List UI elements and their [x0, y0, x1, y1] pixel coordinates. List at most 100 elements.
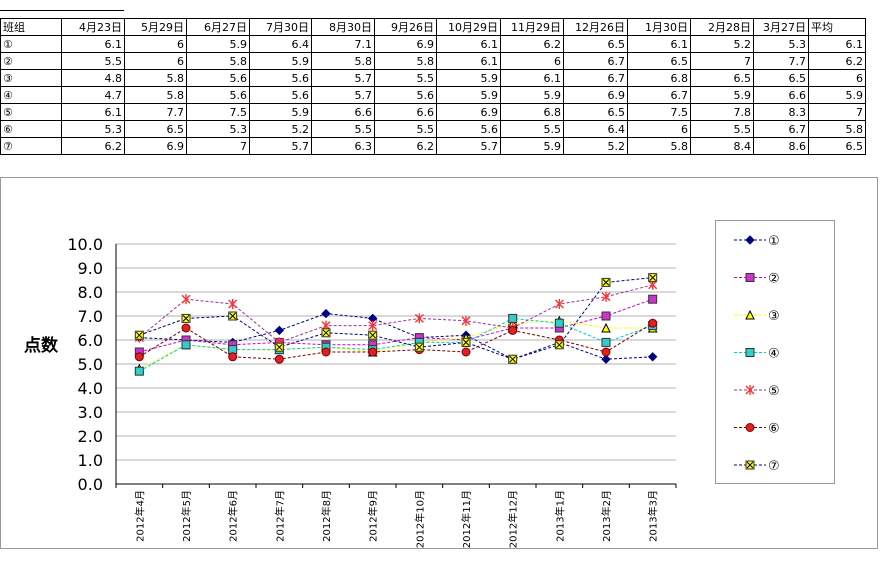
table-cell: 5.9	[500, 86, 564, 104]
x-tick-label: 2012年5月	[180, 490, 193, 542]
table-cell: 6.9	[436, 103, 501, 121]
column-header: 2月28日	[690, 18, 754, 36]
data-point	[181, 340, 191, 350]
data-point	[228, 311, 238, 321]
data-point	[134, 352, 144, 362]
y-tick-label: 3.0	[78, 403, 103, 422]
table-cell: 6	[808, 69, 866, 87]
table-cell: 6.5	[753, 69, 809, 87]
table-cell: 5.8	[311, 52, 375, 70]
x-tick-label: 2012年8月	[320, 490, 333, 542]
legend-label: ⑤	[768, 384, 780, 399]
table-cell: 6.1	[627, 35, 691, 53]
table-cell: 7.5	[186, 103, 250, 121]
table-cell: 5.6	[249, 86, 312, 104]
table-cell: 5.8	[374, 52, 437, 70]
data-point	[134, 330, 144, 340]
y-axis-label: 点数	[24, 335, 59, 356]
data-point	[648, 273, 658, 283]
data-point	[181, 294, 191, 305]
table-cell: 7	[808, 103, 866, 121]
table-cell: 5.9	[249, 52, 312, 70]
table-cell: 6.2	[61, 137, 125, 155]
legend-marker	[745, 273, 755, 282]
table-cell: 5.9	[500, 137, 564, 155]
data-point	[601, 291, 611, 302]
data-point	[368, 347, 378, 357]
data-point	[228, 352, 238, 362]
row-label: ⑥	[0, 120, 62, 138]
legend-label: ②	[768, 272, 780, 287]
column-header: 8月30日	[311, 18, 375, 36]
x-tick-label: 2012年12月	[507, 490, 520, 548]
column-header: 9月26日	[374, 18, 437, 36]
column-header: 1月30日	[627, 18, 691, 36]
table-row: ① 6.1 6 5.9 6.4 7.1 6.9 6.1 6.2 6.5 6.1 5.2 5.3 6.1	[0, 35, 866, 53]
chart-area: 0.0 1.0 2.0 3.0 4.0 5.0 6.0 7.0 8.0 9.0 10.0 点数 2012…	[0, 177, 878, 549]
column-header: 6月27日	[186, 18, 250, 36]
data-point	[368, 330, 378, 340]
data-point	[321, 347, 331, 357]
table-cell: 5.5	[500, 120, 564, 138]
data-point	[647, 352, 658, 362]
legend-marker	[745, 235, 755, 245]
series-line	[139, 322, 653, 360]
column-header: 5月29日	[124, 18, 187, 36]
legend-item: ③	[734, 309, 780, 324]
table-cell: 7.7	[124, 103, 187, 121]
y-tick-label: 2.0	[78, 427, 103, 446]
table-cell: 8.6	[753, 137, 809, 155]
table-cell: 6.5	[690, 69, 754, 87]
legend-marker	[745, 423, 755, 432]
y-tick-label: 9.0	[78, 259, 103, 278]
table-cell: 5.6	[436, 120, 501, 138]
series-line	[139, 317, 653, 372]
table-cell: 7.8	[690, 103, 754, 121]
data-point	[508, 325, 518, 335]
x-tick-label: 2012年6月	[227, 490, 240, 542]
table-cell: 5.7	[311, 69, 375, 87]
table-cell: 5.5	[374, 120, 437, 138]
table-corner-header: 班组	[0, 18, 62, 36]
y-tick-label: 0.0	[78, 475, 103, 494]
data-point	[461, 337, 471, 347]
header-underline	[0, 10, 124, 11]
table-cell: 5.5	[374, 69, 437, 87]
legend-label: ⑥	[768, 422, 780, 437]
table-cell: 6.2	[808, 52, 866, 70]
table-row: ④ 4.7 5.8 5.6 5.6 5.7 5.6 5.9 5.9 6.9 6.7 5.9 6.6 5.9	[0, 86, 866, 104]
table-cell: 5.7	[249, 137, 312, 155]
y-tick-label: 10.0	[67, 235, 103, 254]
table-cell: 6.1	[436, 35, 501, 53]
table-cell: 6	[627, 120, 691, 138]
table-row: ⑤ 6.1 7.7 7.5 5.9 6.6 6.6 6.9 6.8 6.5 7.5 7.8 8.3 7	[0, 103, 866, 121]
legend-marker	[745, 385, 755, 395]
table-cell: 5.5	[690, 120, 754, 138]
table-cell: 6	[124, 52, 187, 70]
table-cell: 6.4	[563, 120, 628, 138]
table-cell: 5.9	[186, 35, 250, 53]
row-label: ⑦	[0, 137, 62, 155]
chart-legend: ① ② ③ ④ ⑤ ⑥ ⑦	[715, 220, 835, 484]
series-line	[139, 277, 653, 360]
data-point	[554, 318, 564, 328]
data-point	[601, 311, 611, 321]
data-point	[274, 325, 285, 336]
y-tick-label: 8.0	[78, 283, 103, 302]
legend-svg: ① ② ③ ④ ⑤ ⑥ ⑦	[734, 234, 780, 474]
table-cell: 6.1	[500, 69, 564, 87]
table-row: ⑦ 6.2 6.9 7 5.7 6.3 6.2 5.7 5.9 5.2 5.8 8.4 8.6 6.5	[0, 137, 866, 155]
table-cell: 5.3	[753, 35, 809, 53]
x-tick-label: 2013年3月	[647, 490, 660, 542]
row-label: ③	[0, 69, 62, 87]
table-cell: 6	[124, 35, 187, 53]
legend-label: ④	[768, 347, 780, 362]
table-cell: 5.3	[61, 120, 125, 138]
data-point	[648, 318, 658, 328]
legend-marker	[745, 460, 755, 470]
table-cell: 6.5	[627, 52, 691, 70]
table-cell: 5.5	[311, 120, 375, 138]
table-cell: 5.6	[249, 69, 312, 87]
data-point	[368, 320, 378, 331]
data-point	[461, 347, 471, 357]
